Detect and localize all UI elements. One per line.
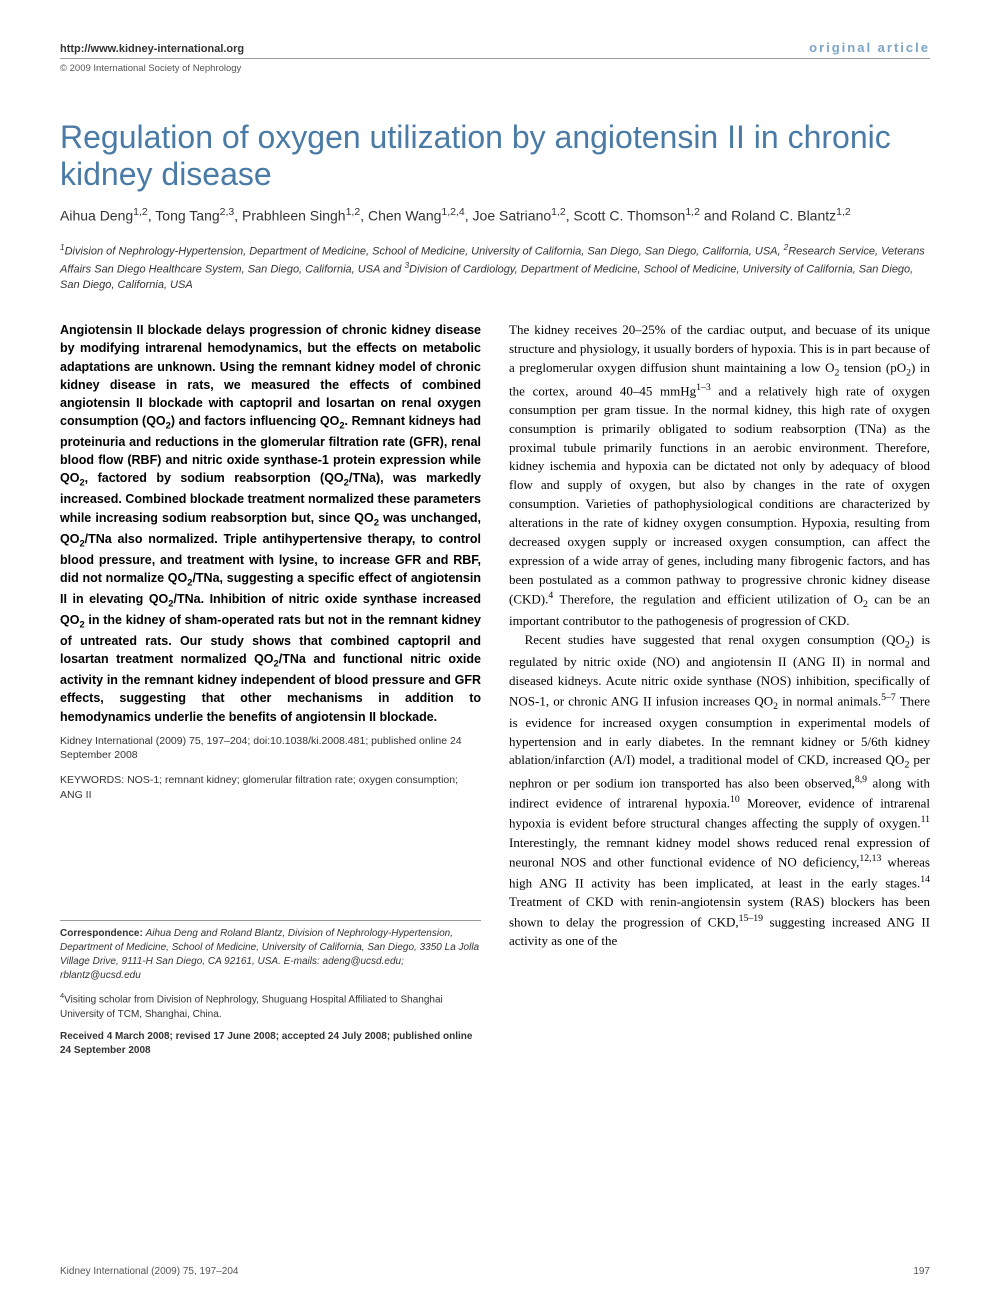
footer-page-number: 197 xyxy=(913,1266,930,1277)
copyright-line: © 2009 International Society of Nephrolo… xyxy=(60,63,930,74)
footer-journal-ref: Kidney International (2009) 75, 197–204 xyxy=(60,1266,238,1277)
page-footer: Kidney International (2009) 75, 197–204 … xyxy=(60,1266,930,1277)
received-dates: Received 4 March 2008; revised 17 June 2… xyxy=(60,1030,481,1058)
header-url: http://www.kidney-international.org xyxy=(60,43,244,55)
correspondence: Correspondence: Aihua Deng and Roland Bl… xyxy=(60,920,481,983)
header-section-label: original article xyxy=(809,40,930,55)
abstract: Angiotensin II blockade delays progressi… xyxy=(60,321,481,725)
body-paragraph-1: The kidney receives 20–25% of the cardia… xyxy=(509,321,930,631)
visiting-scholar-note: 4Visiting scholar from Division of Nephr… xyxy=(60,991,481,1021)
citation-line: Kidney International (2009) 75, 197–204;… xyxy=(60,734,481,763)
keywords: KEYWORDS: NOS-1; remnant kidney; glomeru… xyxy=(60,773,481,802)
body-paragraph-2: Recent studies have suggested that renal… xyxy=(509,631,930,950)
left-column: Angiotensin II blockade delays progressi… xyxy=(60,321,481,1057)
affiliations: 1Division of Nephrology-Hypertension, De… xyxy=(60,242,930,293)
two-column-layout: Angiotensin II blockade delays progressi… xyxy=(60,321,930,1057)
right-column: The kidney receives 20–25% of the cardia… xyxy=(509,321,930,1057)
author-list: Aihua Deng1,2, Tong Tang2,3, Prabhleen S… xyxy=(60,205,930,226)
page-header: http://www.kidney-international.org orig… xyxy=(60,40,930,59)
article-title: Regulation of oxygen utilization by angi… xyxy=(60,119,930,193)
